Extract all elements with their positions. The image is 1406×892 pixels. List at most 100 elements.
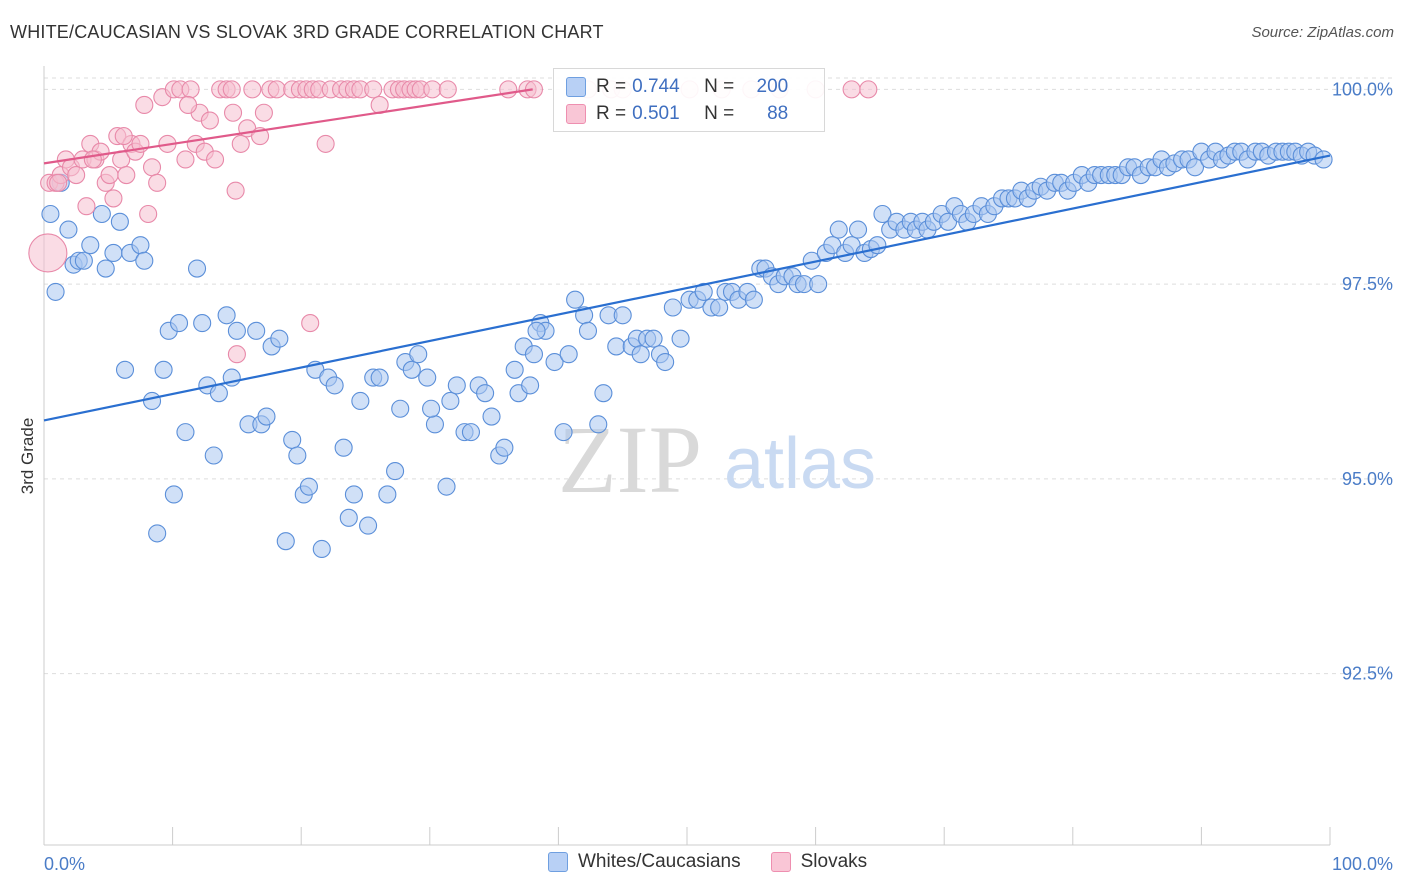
trend-line-slovaks — [43, 88, 533, 165]
point-whites — [370, 368, 389, 387]
point-slovaks — [205, 150, 225, 169]
point-whites — [41, 204, 60, 224]
legend-row-whites: R = 0.744 N = 200 — [566, 74, 788, 100]
point-slovaks — [28, 233, 68, 273]
point-whites — [339, 508, 358, 527]
legend-item-slovaks[interactable]: Slovaks — [770, 851, 867, 873]
legend-n-value: 88 — [767, 103, 789, 124]
y-tick-label: 97.5% — [1342, 274, 1393, 294]
point-slovaks — [301, 314, 320, 333]
trend-line-whites — [43, 154, 1331, 422]
point-whites — [247, 321, 266, 340]
point-whites — [656, 352, 675, 372]
point-whites — [527, 321, 546, 340]
point-whites — [131, 236, 150, 255]
point-whites — [378, 485, 397, 504]
point-slovaks — [176, 150, 195, 169]
point-whites — [391, 399, 410, 418]
point-slovaks — [226, 181, 245, 200]
legend-r-label: R = — [596, 103, 627, 124]
point-slovaks — [316, 134, 335, 153]
point-whites — [74, 251, 93, 270]
point-whites — [644, 329, 663, 348]
point-whites — [441, 391, 460, 411]
point-whites — [482, 407, 501, 426]
point-whites — [217, 306, 236, 325]
point-whites — [270, 329, 289, 348]
legend-swatch-pink — [566, 104, 586, 124]
point-slovaks — [227, 345, 246, 364]
point-whites — [663, 298, 682, 317]
point-slovaks — [438, 80, 457, 99]
point-whites — [386, 462, 405, 481]
legend-r-value: 0.744 — [632, 76, 680, 97]
point-whites — [351, 391, 370, 411]
point-slovaks — [859, 80, 878, 99]
point-slovaks — [254, 103, 273, 122]
point-whites — [671, 329, 690, 348]
y-axis-title: 3rd Grade — [18, 418, 37, 495]
legend-label-whites: Whites/Caucasians — [578, 851, 741, 872]
legend-row-slovaks: R = 0.501 N = 88 — [566, 101, 788, 127]
point-whites — [283, 430, 302, 449]
point-whites — [694, 282, 713, 301]
point-whites — [176, 423, 195, 442]
legend-item-whites[interactable]: Whites/Caucasians — [548, 851, 741, 873]
point-whites — [169, 314, 189, 333]
point-slovaks — [77, 197, 96, 216]
point-slovaks — [114, 127, 133, 146]
point-whites — [461, 423, 481, 442]
point-whites — [110, 212, 129, 231]
series-whites-caucasians — [41, 142, 1333, 559]
point-slovaks — [117, 166, 136, 185]
legend-swatch-pink — [770, 852, 791, 872]
point-whites — [227, 321, 246, 340]
point-slovaks — [181, 80, 200, 99]
series-slovaks — [28, 80, 878, 364]
point-whites — [1314, 150, 1333, 169]
point-whites — [59, 220, 78, 239]
point-whites — [142, 391, 162, 411]
point-slovaks — [148, 173, 167, 192]
point-slovaks — [139, 204, 158, 224]
legend-r-label: R = — [596, 76, 627, 97]
point-whites — [193, 314, 212, 333]
point-slovaks — [83, 150, 102, 169]
point-slovaks — [49, 173, 68, 192]
legend-n-label: N = — [704, 76, 735, 97]
point-whites — [359, 516, 378, 535]
point-whites — [92, 204, 111, 224]
point-slovaks — [223, 103, 243, 122]
point-whites — [437, 477, 456, 496]
point-whites — [312, 539, 331, 559]
legend-r-value: 0.501 — [632, 103, 680, 124]
source-credit: Source: ZipAtlas.com — [1251, 24, 1394, 41]
point-slovaks — [423, 80, 442, 99]
point-whites — [148, 524, 167, 543]
point-whites — [1185, 158, 1205, 177]
point-whites — [710, 298, 729, 317]
watermark-zip: ZIP — [558, 406, 702, 513]
point-slovaks — [100, 166, 119, 185]
point-slovaks — [178, 95, 198, 114]
point-slovaks — [104, 189, 123, 208]
y-tick-label: 100.0% — [1332, 79, 1393, 99]
point-whites — [848, 220, 868, 239]
point-slovaks — [364, 80, 383, 99]
point-whites — [613, 306, 632, 325]
point-whites — [422, 399, 441, 418]
point-whites — [545, 352, 564, 372]
point-whites — [418, 368, 437, 387]
point-whites — [115, 360, 135, 379]
point-whites — [334, 438, 353, 457]
point-whites — [505, 360, 524, 379]
point-whites — [81, 236, 100, 255]
trend-lines — [43, 88, 1331, 422]
point-whites — [325, 376, 344, 395]
point-whites — [521, 376, 540, 395]
point-whites — [402, 360, 421, 379]
point-slovaks — [67, 166, 86, 185]
point-whites — [344, 485, 363, 504]
point-whites — [829, 220, 848, 239]
point-whites — [299, 477, 318, 496]
